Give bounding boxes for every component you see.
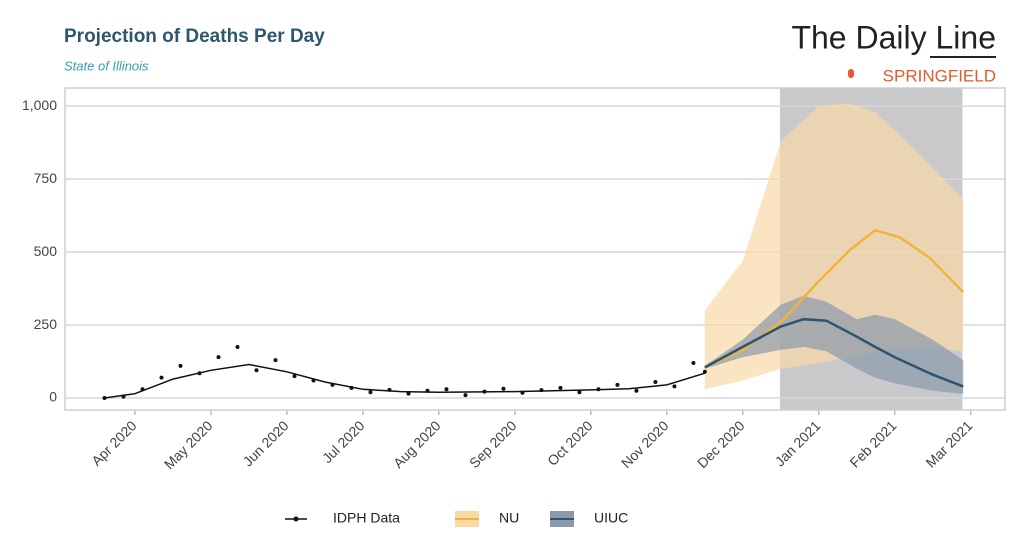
- x-tick-label: Feb 2021: [846, 417, 899, 470]
- y-tick-label: 250: [34, 316, 58, 332]
- data-point: [501, 386, 506, 391]
- data-point: [159, 375, 164, 380]
- data-point: [406, 391, 411, 396]
- y-tick-label: 500: [34, 243, 58, 259]
- x-tick-label: May 2020: [161, 417, 216, 472]
- x-tick-label: Jun 2020: [240, 417, 292, 469]
- chart-subtitle: State of Illinois: [64, 58, 149, 73]
- data-point: [634, 388, 639, 393]
- data-point: [691, 360, 696, 365]
- x-tick-label: Oct 2020: [544, 417, 596, 469]
- data-point: [178, 363, 183, 368]
- data-point: [577, 390, 582, 395]
- edition: SPRINGFIELD: [883, 66, 996, 85]
- chart-title: Projection of Deaths Per Day: [64, 26, 325, 47]
- x-tick-label: Aug 2020: [390, 417, 444, 471]
- data-point: [653, 379, 658, 384]
- data-point: [254, 368, 259, 373]
- data-point: [558, 385, 563, 390]
- data-point: [216, 355, 221, 360]
- data-point: [463, 393, 468, 398]
- data-point: [444, 387, 449, 392]
- data-point: [235, 344, 240, 349]
- data-point: [368, 390, 373, 395]
- y-tick-label: 1,000: [22, 97, 57, 113]
- mic-icon: [848, 69, 854, 78]
- legend-label: UIUC: [594, 510, 628, 526]
- uncertainty-band: [704, 295, 964, 394]
- y-tick-label: 0: [49, 389, 57, 405]
- x-tick-label: Dec 2020: [694, 417, 748, 471]
- data-point: [672, 384, 677, 389]
- projection-line: [704, 317, 964, 388]
- trend-line: [104, 363, 706, 399]
- legend-label: NU: [499, 510, 519, 526]
- legend-dot: [293, 516, 299, 522]
- y-tick-label: 750: [34, 170, 58, 186]
- x-tick-label: Sep 2020: [466, 417, 520, 471]
- x-tick-label: Nov 2020: [618, 417, 672, 471]
- x-tick-label: Jul 2020: [319, 417, 368, 466]
- plot-frame: [64, 87, 1006, 411]
- logo: The Daily Line: [791, 19, 996, 55]
- data-point: [615, 382, 620, 387]
- legend-label: IDPH Data: [333, 510, 400, 526]
- x-tick-label: Mar 2021: [922, 417, 975, 470]
- x-tick-label: Apr 2020: [88, 417, 140, 469]
- data-point: [292, 374, 297, 379]
- x-tick-label: Jan 2021: [772, 417, 824, 469]
- data-point: [273, 358, 278, 363]
